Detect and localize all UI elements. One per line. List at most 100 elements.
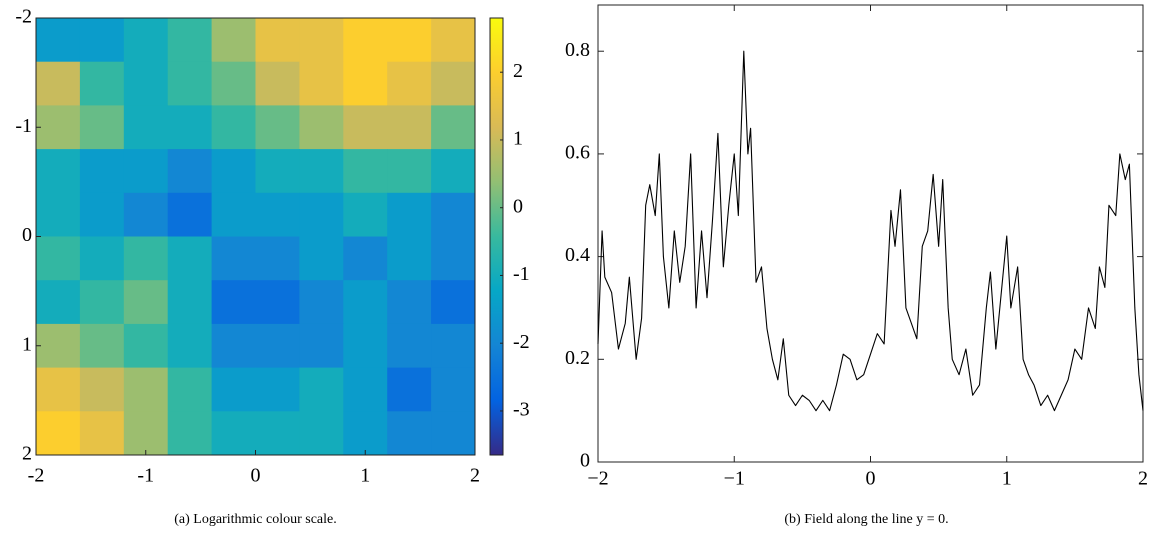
- y-tick-label: 0.2: [565, 347, 590, 369]
- x-tick-label: −1: [724, 468, 745, 490]
- heat-cell: [299, 149, 344, 194]
- heat-cell: [255, 149, 300, 194]
- heat-cell: [123, 280, 169, 325]
- heat-cell: [255, 411, 300, 456]
- heat-cell: [431, 61, 476, 106]
- heat-cell: [36, 61, 81, 106]
- heat-cell: [79, 192, 125, 237]
- y-tick-label: 1: [22, 333, 32, 355]
- heat-cell: [123, 61, 169, 106]
- heat-cell: [36, 18, 81, 63]
- colorbar-tick-label: 0: [513, 195, 523, 217]
- heat-cell: [387, 236, 432, 281]
- heat-cell: [343, 367, 388, 412]
- x-tick-label: 0: [251, 465, 261, 487]
- caption: (b) Field along the line y = 0.: [784, 512, 948, 527]
- heat-cell: [255, 280, 300, 325]
- heat-cell: [123, 192, 169, 237]
- x-tick-label: 1: [1002, 468, 1012, 490]
- heat-cell: [343, 18, 388, 63]
- line-series: [597, 50, 1144, 412]
- x-tick-label: -2: [28, 465, 45, 487]
- heat-cell: [255, 61, 300, 106]
- heat-cell: [79, 236, 125, 281]
- y-tick-label: 0.4: [565, 244, 590, 266]
- y-tick-label: 0.8: [565, 39, 590, 61]
- heat-cell: [123, 367, 169, 412]
- heat-cell: [255, 323, 300, 369]
- heat-cell: [299, 236, 344, 281]
- heat-cell: [79, 149, 125, 194]
- heat-cell: [211, 149, 256, 194]
- heat-cell: [387, 192, 432, 237]
- x-tick-label: 2: [470, 465, 480, 487]
- heat-cell: [167, 192, 213, 237]
- heat-cell: [211, 411, 256, 456]
- y-tick-label: 0: [580, 450, 590, 472]
- colorbar-tick-label: -1: [513, 263, 530, 285]
- heat-cell: [36, 236, 81, 281]
- y-tick-label: 0: [22, 224, 32, 246]
- colorbar: [489, 17, 504, 456]
- heat-cell: [79, 323, 125, 369]
- heat-cell: [36, 367, 81, 412]
- heat-cell: [431, 105, 476, 150]
- x-tick-label: -1: [137, 465, 154, 487]
- heat-cell: [36, 105, 81, 150]
- heat-cell: [387, 61, 432, 106]
- heat-cell: [255, 367, 300, 412]
- heat-cell: [36, 411, 81, 456]
- heat-cell: [79, 18, 125, 63]
- heat-cell: [167, 280, 213, 325]
- heat-cell: [211, 105, 256, 150]
- heat-cell: [299, 105, 344, 150]
- heat-cell: [255, 18, 300, 63]
- heat-cell: [343, 280, 388, 325]
- heat-cell: [299, 411, 344, 456]
- heat-cell: [343, 192, 388, 237]
- heat-cell: [255, 192, 300, 237]
- plot-frame: [597, 4, 1144, 463]
- colorbar-tick-label: -2: [513, 331, 530, 353]
- colorbar-tick-label: 2: [513, 60, 523, 82]
- y-tick-label: -2: [15, 6, 32, 28]
- heat-cell: [123, 323, 169, 369]
- colorbar-tick-label: -3: [513, 399, 530, 421]
- heat-cell: [299, 192, 344, 237]
- heat-cell: [387, 411, 432, 456]
- heat-cell: [167, 105, 213, 150]
- heat-cell: [343, 411, 388, 456]
- heat-cell: [431, 411, 476, 456]
- heat-cell: [211, 367, 256, 412]
- heat-cell: [431, 236, 476, 281]
- heat-cell: [387, 323, 432, 369]
- x-tick-label: −2: [587, 468, 608, 490]
- x-tick-label: 1: [360, 465, 370, 487]
- heat-cell: [79, 61, 125, 106]
- heat-cell: [36, 149, 81, 194]
- heat-cell: [167, 61, 213, 106]
- heat-cell: [167, 18, 213, 63]
- heat-cell: [343, 105, 388, 150]
- caption: (a) Logarithmic colour scale.: [174, 512, 336, 527]
- heat-cell: [387, 105, 432, 150]
- heat-cell: [167, 149, 213, 194]
- heat-cell: [123, 411, 169, 456]
- heat-cell: [299, 323, 344, 369]
- heat-cell: [299, 280, 344, 325]
- heat-cell: [36, 280, 81, 325]
- y-tick-label: 2: [22, 443, 32, 465]
- heat-cell: [343, 61, 388, 106]
- heat-cell: [343, 149, 388, 194]
- heat-cell: [123, 18, 169, 63]
- heat-cell: [123, 149, 169, 194]
- heat-cell: [36, 192, 81, 237]
- heat-cell: [211, 18, 256, 63]
- heat-cell: [211, 280, 256, 325]
- heat-cell: [123, 105, 169, 150]
- heat-cell: [79, 280, 125, 325]
- heat-cell: [299, 61, 344, 106]
- heat-cell: [211, 236, 256, 281]
- heat-cell: [36, 323, 81, 369]
